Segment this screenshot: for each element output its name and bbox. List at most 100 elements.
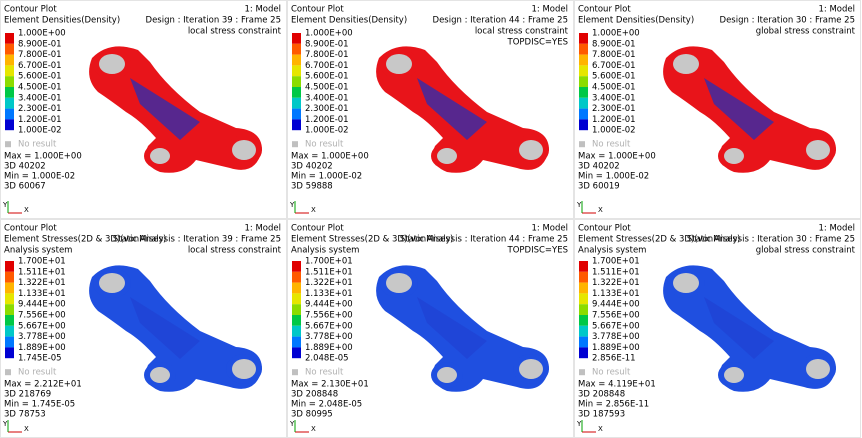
panel-frame	[287, 0, 574, 219]
no-result-swatch	[5, 141, 11, 148]
part-web	[704, 297, 774, 359]
legend-swatch	[5, 87, 14, 98]
part-hole	[519, 359, 543, 379]
plot-type: Contour Plot	[578, 5, 631, 15]
min-id: 3D 60019	[578, 182, 620, 192]
legend-swatch	[5, 119, 14, 131]
legend-swatch	[579, 33, 588, 44]
legend-label: 3.778E+00	[592, 332, 640, 342]
legend-swatch	[5, 293, 14, 305]
legend-swatch	[292, 336, 301, 348]
triad-label: X	[598, 425, 603, 433]
legend-label: 5.600E-01	[592, 72, 636, 82]
design-info: Static Analysis : Iteration 39 : Frame 2…	[113, 235, 281, 245]
legend-swatch	[292, 282, 301, 294]
legend-label: 6.700E-01	[305, 61, 349, 71]
no-result-swatch	[292, 369, 298, 376]
part-hole	[806, 359, 830, 379]
legend-swatch	[292, 54, 301, 66]
part-model	[663, 265, 836, 392]
no-result-swatch	[292, 141, 298, 148]
legend-label: 3.778E+00	[305, 332, 353, 342]
legend-label: 3.400E-01	[305, 93, 349, 103]
legend-swatch	[292, 304, 301, 315]
analysis-system: Analysis system	[4, 246, 72, 256]
legend-label: 1.000E-02	[305, 126, 349, 136]
part-model	[89, 265, 262, 392]
legend-label: 1.322E+01	[305, 278, 353, 288]
max-value: Max = 4.119E+01	[578, 380, 656, 390]
legend-label: 1.511E+01	[592, 267, 640, 277]
legend-label: 7.556E+00	[592, 311, 640, 321]
part-web	[417, 78, 487, 140]
legend-label: 6.700E-01	[18, 61, 62, 71]
triad-label: X	[311, 425, 316, 433]
result-name: Element Stresses(2D & 3D)(vonMises)	[4, 235, 166, 245]
panel-frame	[574, 0, 861, 219]
legend-label: 1.000E+00	[592, 29, 640, 39]
legend-label: 2.300E-01	[18, 104, 62, 114]
legend-label: 1.000E+00	[305, 29, 353, 39]
constraint-note: global stress constraint	[756, 246, 856, 256]
triad-label: Y	[2, 201, 8, 209]
legend-swatch	[5, 108, 14, 120]
legend-swatch	[579, 119, 588, 131]
legend-label: 1.700E+01	[18, 257, 66, 267]
legend-swatch	[5, 43, 14, 55]
plot-type: Contour Plot	[291, 5, 344, 15]
legend-label: 2.856E-11	[592, 354, 636, 364]
no-result-label: No result	[305, 140, 344, 150]
part-model	[376, 265, 549, 392]
design-info: Static Analysis : Iteration 44 : Frame 2…	[400, 235, 568, 245]
part-web	[130, 78, 200, 140]
legend-swatch	[579, 304, 588, 315]
design-info: Static Analysis : Iteration 30 : Frame 2…	[687, 235, 855, 245]
legend-label: 7.556E+00	[305, 311, 353, 321]
legend-swatch	[292, 271, 301, 283]
design-info: Design : Iteration 44 : Frame 25	[433, 16, 568, 26]
part-model	[89, 46, 262, 173]
result-name: Element Densities(Density)	[578, 16, 694, 26]
min-value: Min = 2.856E-11	[578, 400, 649, 410]
legend-label: 8.900E-01	[305, 39, 349, 49]
legend-swatch	[579, 54, 588, 66]
legend-label: 1.700E+01	[305, 257, 353, 267]
min-id: 3D 60067	[4, 182, 46, 192]
triad-label: Y	[289, 201, 295, 209]
legend-swatch	[579, 347, 588, 359]
legend-label: 8.900E-01	[18, 39, 62, 49]
part-hole	[806, 140, 830, 160]
plot-type: Contour Plot	[578, 224, 631, 234]
legend-swatch	[5, 282, 14, 294]
triad-label: Y	[2, 420, 8, 428]
legend-swatch	[5, 65, 14, 77]
legend-label: 8.900E-01	[592, 39, 636, 49]
part-hole	[232, 359, 256, 379]
part-model	[663, 46, 836, 173]
triad-label: Y	[576, 420, 582, 428]
max-id: 3D 40202	[291, 162, 333, 172]
legend-label: 4.500E-01	[18, 83, 62, 93]
no-result-swatch	[5, 369, 11, 376]
legend-label: 3.778E+00	[18, 332, 66, 342]
legend-swatch	[5, 33, 14, 44]
legend-swatch	[579, 293, 588, 305]
legend-swatch	[579, 76, 588, 87]
legend-label: 1.700E+01	[592, 257, 640, 267]
legend-swatch	[292, 97, 301, 109]
max-id: 3D 208848	[578, 390, 625, 400]
part-hole	[724, 367, 744, 383]
legend-swatch	[579, 97, 588, 109]
legend-swatch	[5, 261, 14, 272]
part-hole	[99, 54, 125, 74]
legend-swatch	[5, 347, 14, 359]
max-value: Max = 1.000E+00	[291, 152, 369, 162]
part-hole	[232, 140, 256, 160]
legend-swatch	[292, 325, 301, 337]
legend-label: 3.400E-01	[18, 93, 62, 103]
legend-swatch	[5, 76, 14, 87]
legend-label: 3.400E-01	[592, 93, 636, 103]
legend-label: 7.800E-01	[18, 50, 62, 60]
